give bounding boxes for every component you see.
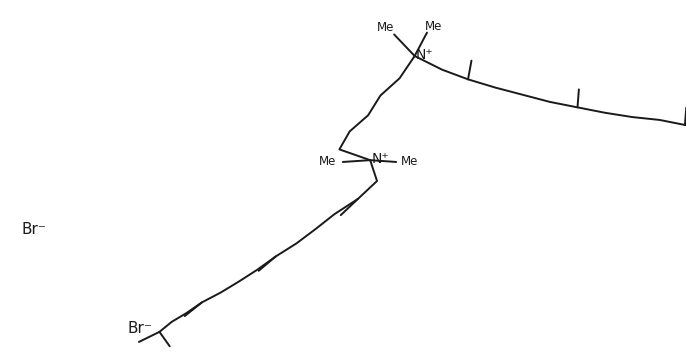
Text: N⁺: N⁺ [416, 48, 433, 62]
Text: Me: Me [319, 155, 337, 168]
Text: Me: Me [425, 20, 442, 33]
Text: Br⁻: Br⁻ [22, 222, 47, 237]
Text: Me: Me [401, 155, 418, 168]
Text: N⁺: N⁺ [372, 152, 390, 166]
Text: Me: Me [377, 21, 394, 34]
Text: Br⁻: Br⁻ [128, 321, 153, 336]
